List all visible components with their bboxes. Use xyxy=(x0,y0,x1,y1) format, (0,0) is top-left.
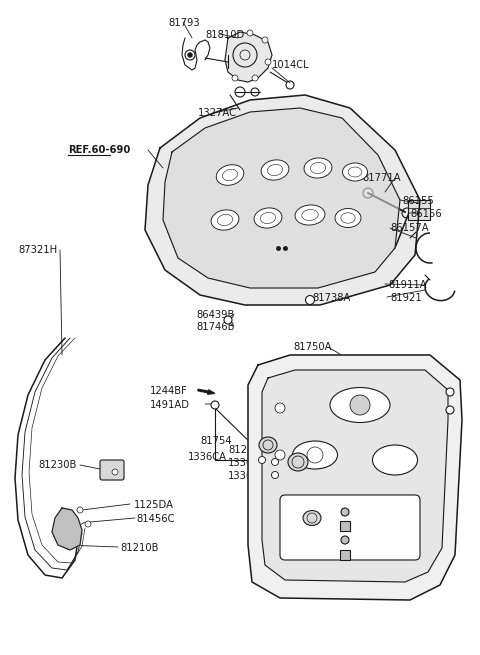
Circle shape xyxy=(247,30,253,36)
Polygon shape xyxy=(225,32,272,82)
Polygon shape xyxy=(262,370,448,582)
Circle shape xyxy=(286,81,294,89)
Polygon shape xyxy=(163,108,400,288)
Text: 81751A: 81751A xyxy=(358,550,396,560)
Circle shape xyxy=(272,458,278,466)
Text: 1336CA: 1336CA xyxy=(228,458,267,468)
Text: 82315C: 82315C xyxy=(372,400,410,410)
Text: 1491AD: 1491AD xyxy=(150,400,190,410)
Ellipse shape xyxy=(295,205,325,225)
Circle shape xyxy=(305,295,314,305)
Ellipse shape xyxy=(330,388,390,422)
Text: 87321H: 87321H xyxy=(18,245,57,255)
Circle shape xyxy=(262,37,268,43)
Ellipse shape xyxy=(259,437,277,453)
FancyBboxPatch shape xyxy=(280,495,420,560)
Bar xyxy=(340,521,350,531)
Bar xyxy=(408,200,430,220)
Ellipse shape xyxy=(261,160,289,180)
Text: 81754: 81754 xyxy=(280,503,312,513)
Circle shape xyxy=(275,450,285,460)
Circle shape xyxy=(232,75,238,81)
Text: 1014CL: 1014CL xyxy=(272,60,310,70)
Text: 86157A: 86157A xyxy=(390,223,429,233)
Polygon shape xyxy=(248,355,462,600)
Text: 81738A: 81738A xyxy=(312,293,350,303)
Polygon shape xyxy=(52,508,82,550)
Ellipse shape xyxy=(335,208,361,227)
FancyArrow shape xyxy=(198,389,215,394)
Ellipse shape xyxy=(303,510,321,525)
Text: 86590: 86590 xyxy=(358,536,390,546)
Text: 81921: 81921 xyxy=(390,293,422,303)
Text: 81746B: 81746B xyxy=(196,322,235,332)
Circle shape xyxy=(188,52,192,58)
Circle shape xyxy=(341,536,349,544)
Circle shape xyxy=(211,401,219,409)
Ellipse shape xyxy=(254,208,282,228)
Text: 82315A: 82315A xyxy=(372,386,410,396)
Circle shape xyxy=(265,59,271,65)
Circle shape xyxy=(350,395,370,415)
Circle shape xyxy=(224,316,232,324)
Text: 81737A: 81737A xyxy=(358,508,396,518)
Text: 81230B: 81230B xyxy=(38,460,76,470)
Text: 1125DA: 1125DA xyxy=(134,500,174,510)
Text: 81793: 81793 xyxy=(168,18,200,28)
Text: 81771A: 81771A xyxy=(362,173,401,183)
Text: 1244BF: 1244BF xyxy=(150,386,188,396)
Text: 86155: 86155 xyxy=(402,196,434,206)
Circle shape xyxy=(446,406,454,414)
Bar xyxy=(340,550,350,560)
Circle shape xyxy=(259,457,265,464)
Circle shape xyxy=(275,403,285,413)
Text: 1336CA: 1336CA xyxy=(188,452,227,462)
Circle shape xyxy=(341,508,349,516)
Ellipse shape xyxy=(343,163,368,181)
FancyBboxPatch shape xyxy=(100,460,124,480)
Ellipse shape xyxy=(211,210,239,230)
Text: REF.60-690: REF.60-690 xyxy=(68,145,130,155)
Text: 81911A: 81911A xyxy=(388,280,427,290)
Text: 81235B: 81235B xyxy=(228,445,266,455)
Ellipse shape xyxy=(304,158,332,178)
Text: 81210B: 81210B xyxy=(120,543,158,553)
Text: 81456C: 81456C xyxy=(136,514,175,524)
Ellipse shape xyxy=(292,441,337,469)
Circle shape xyxy=(77,507,83,513)
Circle shape xyxy=(252,75,258,81)
Text: 81750A: 81750A xyxy=(293,342,332,352)
Text: 81810D: 81810D xyxy=(205,30,244,40)
Ellipse shape xyxy=(288,453,308,471)
Polygon shape xyxy=(145,95,420,305)
Text: 86156: 86156 xyxy=(410,209,442,219)
Ellipse shape xyxy=(372,445,418,475)
Text: 1336CA: 1336CA xyxy=(228,471,267,481)
Text: 81830B: 81830B xyxy=(358,522,396,532)
Circle shape xyxy=(446,388,454,396)
Text: 1327AC: 1327AC xyxy=(198,108,237,118)
Text: 86439B: 86439B xyxy=(196,310,234,320)
Circle shape xyxy=(85,521,91,527)
Circle shape xyxy=(272,472,278,479)
Circle shape xyxy=(112,469,118,475)
Text: 81754: 81754 xyxy=(200,436,232,446)
Ellipse shape xyxy=(216,164,244,185)
